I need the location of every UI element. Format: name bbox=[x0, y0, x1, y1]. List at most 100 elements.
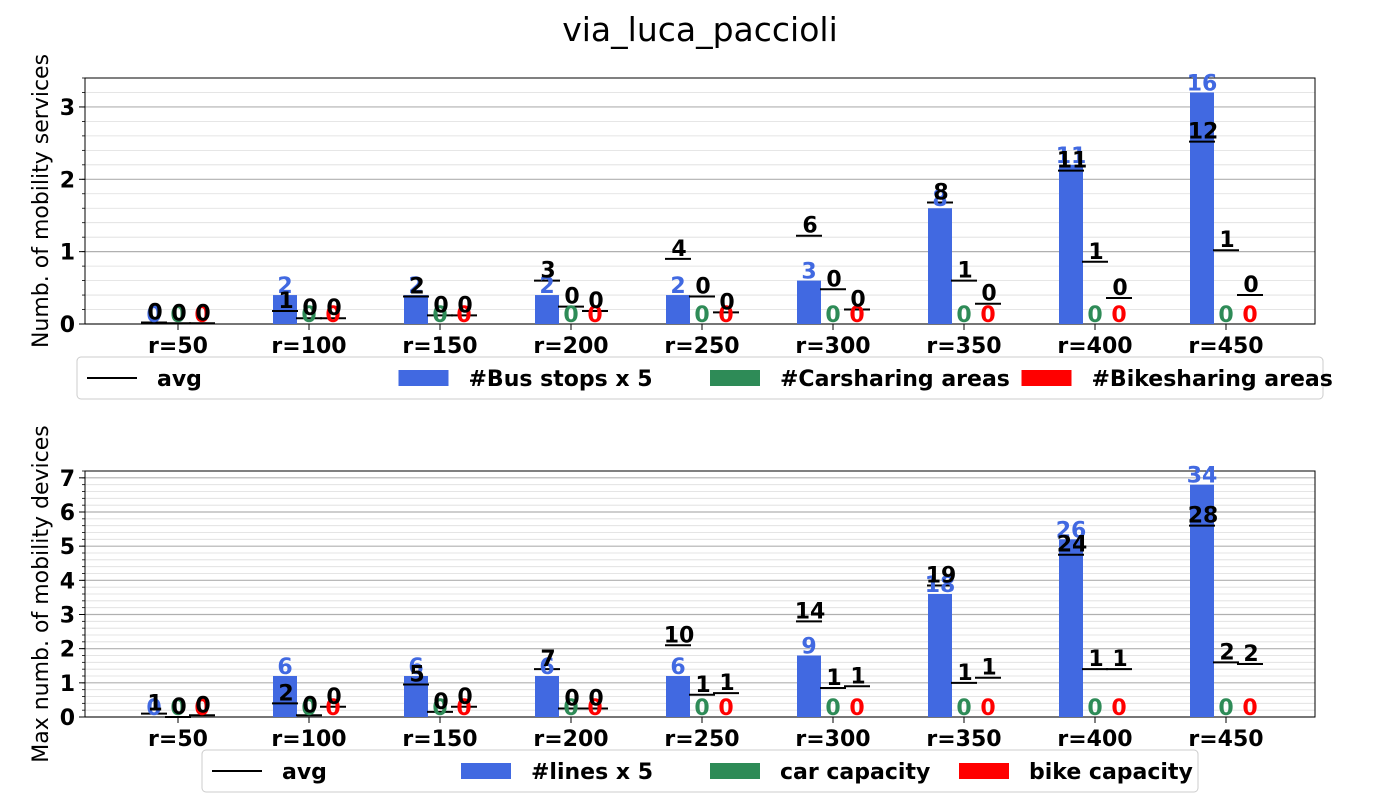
avg-label-car: 1 bbox=[826, 666, 841, 691]
bar-bus bbox=[1190, 92, 1214, 325]
avg-label-car: 2 bbox=[1219, 640, 1234, 665]
legend-swatch-bus bbox=[398, 370, 449, 386]
legend-swatch-car bbox=[710, 370, 760, 386]
bar-label-bike: 0 bbox=[456, 696, 471, 721]
legend-box bbox=[76, 356, 1324, 400]
avg-label-bus: 7 bbox=[540, 647, 555, 672]
x-tick-label: r=100 bbox=[271, 334, 346, 359]
x-tick-label: r=250 bbox=[664, 727, 739, 752]
bar-label-car: 0 bbox=[301, 696, 316, 721]
bar-label-bike: 0 bbox=[1242, 303, 1257, 328]
bar-label-bus: 6 bbox=[277, 655, 292, 680]
avg-label-car: 1 bbox=[1088, 647, 1103, 672]
avg-label-bus: 28 bbox=[1188, 504, 1219, 529]
bar-label-bus: 2 bbox=[670, 274, 685, 299]
avg-label-bus: 1 bbox=[278, 289, 293, 314]
bar-label-bike: 0 bbox=[980, 696, 995, 721]
y-tick-label: 2 bbox=[60, 638, 75, 663]
y-tick-label: 3 bbox=[60, 96, 75, 121]
avg-label-bike: 0 bbox=[1243, 273, 1258, 298]
bar-label-bus: 2 bbox=[277, 274, 292, 299]
avg-label-bus: 1 bbox=[147, 692, 162, 717]
chart-panel-2 bbox=[79, 470, 1316, 793]
avg-label-bike: 1 bbox=[850, 664, 865, 689]
avg-label-bus: 10 bbox=[664, 623, 695, 648]
avg-label-bus: 12 bbox=[1188, 120, 1219, 145]
x-tick-label: r=150 bbox=[402, 727, 477, 752]
y-tick-label: 0 bbox=[60, 706, 75, 731]
y-tick-label: 3 bbox=[60, 604, 75, 629]
bar-label-bike: 0 bbox=[194, 696, 209, 721]
avg-label-bus: 11 bbox=[1057, 149, 1088, 174]
avg-label-car: 0 bbox=[171, 695, 186, 720]
x-tick-label: r=450 bbox=[1188, 334, 1263, 359]
bar-label-car: 0 bbox=[956, 303, 971, 328]
bar-label-car: 0 bbox=[1218, 696, 1233, 721]
bar-label-car: 0 bbox=[825, 696, 840, 721]
avg-label-bike: 0 bbox=[981, 282, 996, 307]
bar-label-bike: 0 bbox=[1111, 696, 1126, 721]
x-tick-label: r=400 bbox=[1057, 334, 1132, 359]
bar-label-bus: 0 bbox=[146, 303, 161, 328]
avg-label-car: 0 bbox=[302, 296, 317, 321]
bar-bus bbox=[535, 676, 559, 717]
bar-label-bus: 2 bbox=[408, 274, 423, 299]
bar-label-bike: 0 bbox=[980, 303, 995, 328]
avg-label-car: 0 bbox=[171, 301, 186, 326]
x-tick-label: r=50 bbox=[148, 727, 208, 752]
legend-swatch-car bbox=[710, 763, 760, 779]
legend-label: bike capacity bbox=[1029, 760, 1193, 785]
y-tick-label: 2 bbox=[60, 168, 75, 193]
avg-label-bike: 0 bbox=[719, 290, 734, 315]
bar-bus bbox=[404, 295, 428, 324]
plot-frame bbox=[84, 77, 1316, 325]
avg-label-car: 1 bbox=[1219, 228, 1234, 253]
bar-label-car: 0 bbox=[694, 303, 709, 328]
legend-swatch-bike bbox=[1021, 370, 1072, 386]
legend-swatch-bus bbox=[461, 763, 511, 779]
bar-label-car: 0 bbox=[170, 303, 185, 328]
bar-bus bbox=[666, 295, 690, 324]
y-tick-label: 4 bbox=[60, 569, 75, 594]
legend-label: avg bbox=[157, 367, 202, 392]
bar-label-bus: 18 bbox=[925, 573, 956, 598]
bar-label-bus: 6 bbox=[539, 655, 554, 680]
bar-label-bus: 0 bbox=[146, 696, 161, 721]
legend-label: avg bbox=[282, 760, 327, 785]
avg-label-car: 1 bbox=[695, 673, 710, 698]
bar-label-bike: 0 bbox=[849, 696, 864, 721]
bar-label-bike: 0 bbox=[325, 696, 340, 721]
bar-label-car: 0 bbox=[1218, 303, 1233, 328]
bar-bus bbox=[404, 676, 428, 717]
legend-box bbox=[201, 749, 1199, 793]
bar-label-bike: 0 bbox=[194, 303, 209, 328]
bar-label-car: 0 bbox=[563, 696, 578, 721]
x-tick-label: r=300 bbox=[795, 334, 870, 359]
x-tick-label: r=200 bbox=[533, 727, 608, 752]
y-tick-label: 1 bbox=[60, 241, 75, 266]
bar-label-car: 0 bbox=[956, 696, 971, 721]
bar-label-bus: 26 bbox=[1056, 518, 1087, 543]
legend-label: #lines x 5 bbox=[531, 760, 653, 785]
bar-label-car: 0 bbox=[432, 303, 447, 328]
y-tick-label: 7 bbox=[60, 467, 75, 492]
legend-label: #Bikesharing areas bbox=[1092, 367, 1333, 392]
avg-label-bike: 1 bbox=[981, 656, 996, 681]
bar-label-bus: 8 bbox=[932, 187, 947, 212]
avg-label-bus: 2 bbox=[278, 681, 293, 706]
y-tick-label: 0 bbox=[60, 313, 75, 338]
chart-title: via_luca_paccioli bbox=[562, 10, 838, 49]
avg-label-bike: 1 bbox=[1112, 647, 1127, 672]
bar-label-bus: 9 bbox=[801, 635, 816, 660]
x-tick-label: r=400 bbox=[1057, 727, 1132, 752]
bar-label-bus: 11 bbox=[1056, 144, 1087, 169]
bar-label-car: 0 bbox=[1087, 696, 1102, 721]
avg-label-car: 0 bbox=[302, 693, 317, 718]
avg-label-bike: 0 bbox=[326, 296, 341, 321]
avg-label-bike: 0 bbox=[457, 685, 472, 710]
avg-label-bike: 0 bbox=[1112, 276, 1127, 301]
y-axis-label: Max numb. of mobility devices bbox=[29, 425, 54, 763]
avg-label-bus: 14 bbox=[795, 599, 826, 624]
bar-label-bike: 0 bbox=[718, 696, 733, 721]
